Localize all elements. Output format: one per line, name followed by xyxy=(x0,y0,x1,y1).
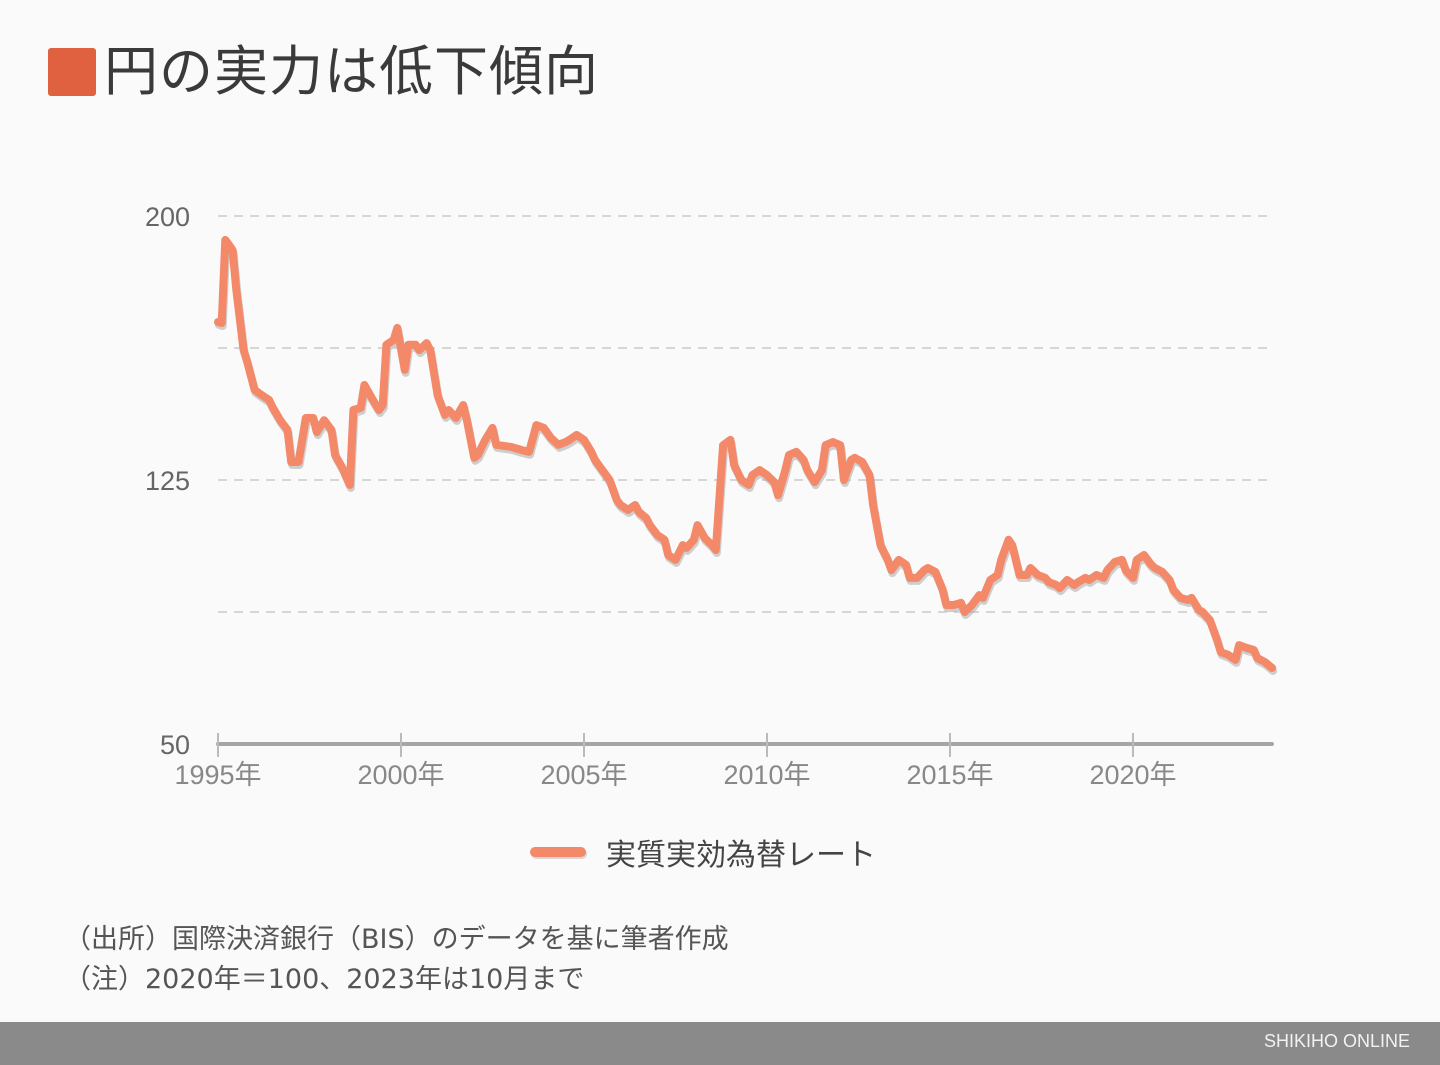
x-tick-label: 2015年 xyxy=(906,760,993,790)
chart-title: 円の実力は低下傾向 xyxy=(48,40,599,104)
legend-line-swatch xyxy=(530,847,586,857)
source-note: （出所）国際決済銀行（BIS）のデータを基に筆者作成 xyxy=(64,924,729,955)
series-line-real-effective-exchange-rate xyxy=(214,235,1277,672)
x-tick-label: 1995年 xyxy=(174,760,261,790)
series-line-shadow xyxy=(215,238,1278,675)
chart-notes: （出所）国際決済銀行（BIS）のデータを基に筆者作成 （注）2020年＝100、… xyxy=(64,920,729,1000)
x-tick-label: 2010年 xyxy=(723,760,810,790)
gridlines xyxy=(218,215,1268,613)
title-accent-square xyxy=(48,48,96,96)
footer-brand: SHIKIHO ONLINE xyxy=(1263,1031,1410,1051)
title-text: 円の実力は低下傾向 xyxy=(104,40,599,103)
y-tick-label: 200 xyxy=(145,202,190,232)
y-tick-label: 50 xyxy=(160,730,190,760)
legend: 実質実効為替レート xyxy=(530,830,876,874)
y-tick-label: 125 xyxy=(145,466,190,496)
x-tick-label: 2000年 xyxy=(357,760,444,790)
line-chart: 200 125 50 1995年 2000年 2005年 2010年 2015年 2020年 xyxy=(145,202,1278,790)
legend-label: 実質実効為替レート xyxy=(606,838,876,873)
x-axis-ticks: 1995年 2000年 2005年 2010年 2015年 2020年 xyxy=(174,733,1177,790)
footer-bar: SHIKIHO ONLINE xyxy=(0,1022,1440,1065)
x-tick-label: 2020年 xyxy=(1089,760,1176,790)
y-axis-labels: 200 125 50 xyxy=(145,202,190,760)
footnote: （注）2020年＝100、2023年は10月まで xyxy=(64,964,585,995)
x-tick-label: 2005年 xyxy=(540,760,627,790)
